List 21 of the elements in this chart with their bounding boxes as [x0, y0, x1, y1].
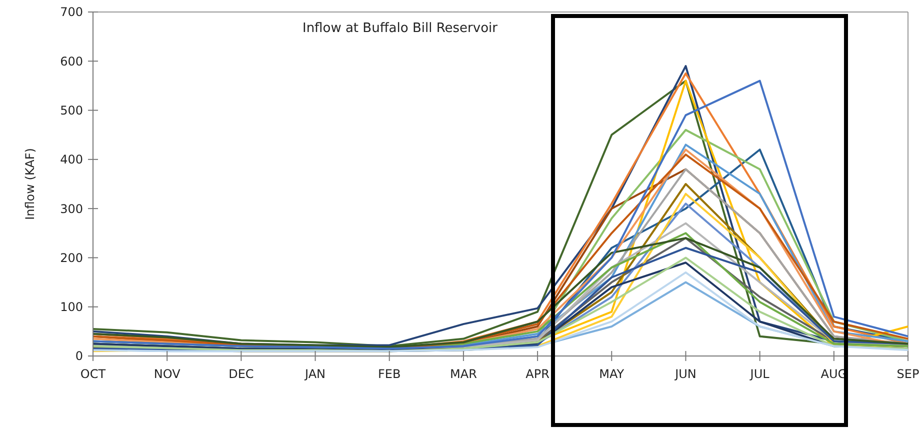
x-tick-label: MAY	[599, 367, 625, 381]
x-tick-label: MAR	[450, 367, 477, 381]
y-tick-label: 500	[60, 103, 83, 118]
x-tick-label: DEC	[228, 367, 254, 381]
x-tick-label: JUL	[749, 367, 770, 381]
y-tick-label: 400	[60, 152, 83, 167]
y-tick-label: 200	[60, 250, 83, 265]
y-tick-label: 0	[75, 349, 83, 364]
y-tick-label: 600	[60, 54, 83, 68]
x-tick-label: NOV	[154, 367, 182, 381]
x-tick-label: JAN	[304, 367, 326, 381]
x-tick-label: OCT	[80, 367, 106, 381]
x-tick-label: JUN	[674, 367, 696, 381]
y-tick-label: 100	[60, 300, 83, 314]
x-tick-label: APR	[526, 367, 550, 381]
y-axis-title: Inflow (KAF)	[23, 148, 37, 220]
text: Inflow at Buffalo Bill Reservoir	[302, 21, 498, 36]
x-tick-label: FEB	[378, 367, 401, 381]
y-tick-label: 300	[60, 202, 83, 216]
y-tick-label: 700	[60, 5, 83, 20]
x-tick-label: SEP	[896, 367, 920, 381]
